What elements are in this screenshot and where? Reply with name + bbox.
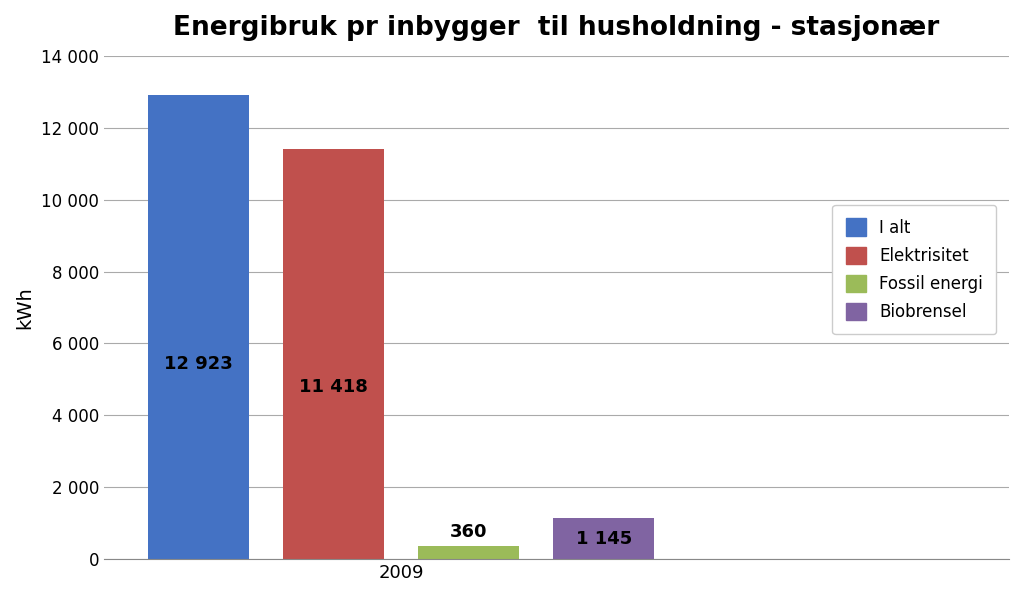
Legend: I alt, Elektrisitet, Fossil energi, Biobrensel: I alt, Elektrisitet, Fossil energi, Biob…	[833, 205, 996, 334]
Bar	[147, 94, 249, 559]
Bar	[418, 546, 519, 559]
Text: 12 923: 12 923	[164, 355, 232, 373]
Title: Energibruk pr inbygger  til husholdning - stasjonær: Energibruk pr inbygger til husholdning -…	[173, 15, 940, 41]
Bar	[283, 149, 384, 559]
Text: 11 418: 11 418	[299, 378, 368, 396]
Bar	[553, 518, 654, 559]
Y-axis label: kWh: kWh	[15, 286, 34, 329]
Text: 360: 360	[450, 523, 487, 541]
Text: 1 145: 1 145	[575, 530, 632, 547]
